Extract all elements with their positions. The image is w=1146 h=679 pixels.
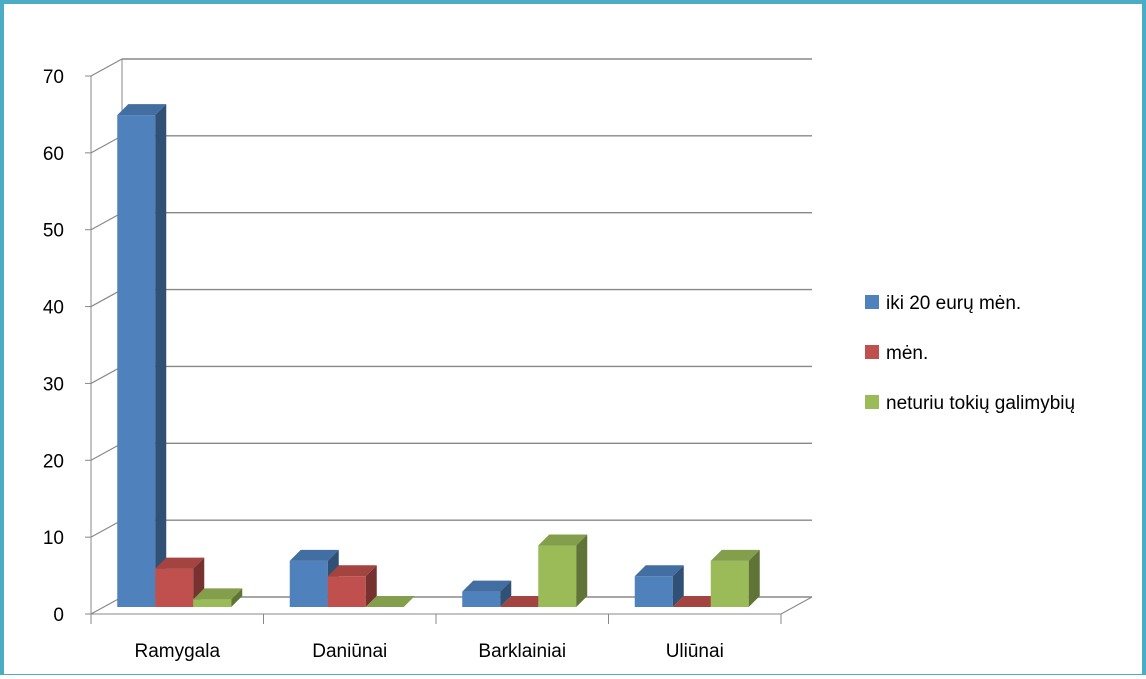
bar [710, 549, 760, 607]
bar [634, 565, 684, 607]
x-tick-label: Uliūnai [666, 641, 724, 662]
y-tick-label: 60 [43, 144, 64, 165]
gridlines [90, 58, 812, 615]
bar-top [289, 549, 339, 561]
bar-side [576, 534, 588, 607]
y-tick-label: 30 [43, 374, 64, 395]
bar-top [634, 565, 684, 577]
gridline-diagonal [90, 596, 123, 615]
bar-side [155, 104, 167, 607]
y-tick-label: 50 [43, 221, 64, 242]
bar-chart: 0 10 20 30 40 50 60 70 Ramygala Daniūnai Barklain… [43, 58, 1075, 662]
bar-front [289, 560, 328, 607]
y-axis: 0 10 20 30 40 50 60 70 [43, 67, 91, 626]
x-tick-label: Barklainiai [478, 641, 566, 662]
legend-swatch [865, 395, 879, 409]
bars [117, 104, 760, 607]
bar-top [462, 580, 512, 592]
bar-top [710, 549, 760, 561]
legend-label: iki 20 eurų mėn. [886, 293, 1021, 314]
legend-label: neturiu tokių galimybių [886, 393, 1075, 414]
gridline-diagonal [90, 135, 123, 154]
bar [462, 580, 512, 607]
bar [538, 534, 588, 607]
bar-top [155, 557, 205, 569]
gridline-diagonal [90, 289, 123, 308]
bar-top [538, 534, 588, 546]
bar-front [117, 115, 156, 607]
bar-front [327, 576, 366, 607]
bar-top [500, 596, 550, 607]
bar-front [462, 591, 501, 607]
bar-side [672, 565, 684, 607]
bar-top [327, 565, 377, 577]
gridline-diagonal [90, 519, 123, 538]
bar-side [365, 565, 377, 607]
legend: iki 20 eurų mėn. mėn. neturiu tokių galimy… [865, 293, 1075, 414]
bar-front [538, 545, 577, 607]
y-tick-label: 10 [43, 528, 64, 549]
bar-front [710, 560, 749, 607]
bar-top [193, 588, 243, 600]
gridline-diagonal [90, 365, 123, 384]
x-axis: Ramygala Daniūnai Barklainiai Uliūnai [90, 614, 782, 662]
bar-side [748, 549, 760, 607]
bar [672, 596, 722, 607]
bar-top [672, 596, 722, 607]
gridline-diagonal [90, 442, 123, 461]
floor-right-edge [780, 596, 813, 615]
bar-front [634, 576, 673, 607]
bar [193, 588, 243, 607]
bar-side [231, 588, 243, 607]
bar [365, 596, 415, 607]
bar [327, 565, 377, 607]
bar [500, 596, 550, 607]
gridline-diagonal [90, 58, 123, 77]
x-tick-label: Daniūnai [312, 641, 387, 662]
bar-side [500, 580, 512, 607]
bar-top [117, 104, 167, 116]
bar-front [155, 568, 194, 607]
y-tick-label: 0 [53, 605, 64, 626]
legend-label: mėn. [886, 343, 928, 364]
bar-front [193, 599, 232, 607]
x-tick-label: Ramygala [134, 641, 220, 662]
gridline-diagonal [90, 212, 123, 231]
bar-top [365, 596, 415, 607]
y-tick-label: 20 [43, 451, 64, 472]
bar [117, 104, 167, 607]
legend-swatch [865, 345, 879, 359]
y-tick-label: 40 [43, 298, 64, 319]
legend-swatch [865, 295, 879, 309]
y-tick-label: 70 [43, 67, 64, 88]
chart-walls [90, 59, 813, 615]
